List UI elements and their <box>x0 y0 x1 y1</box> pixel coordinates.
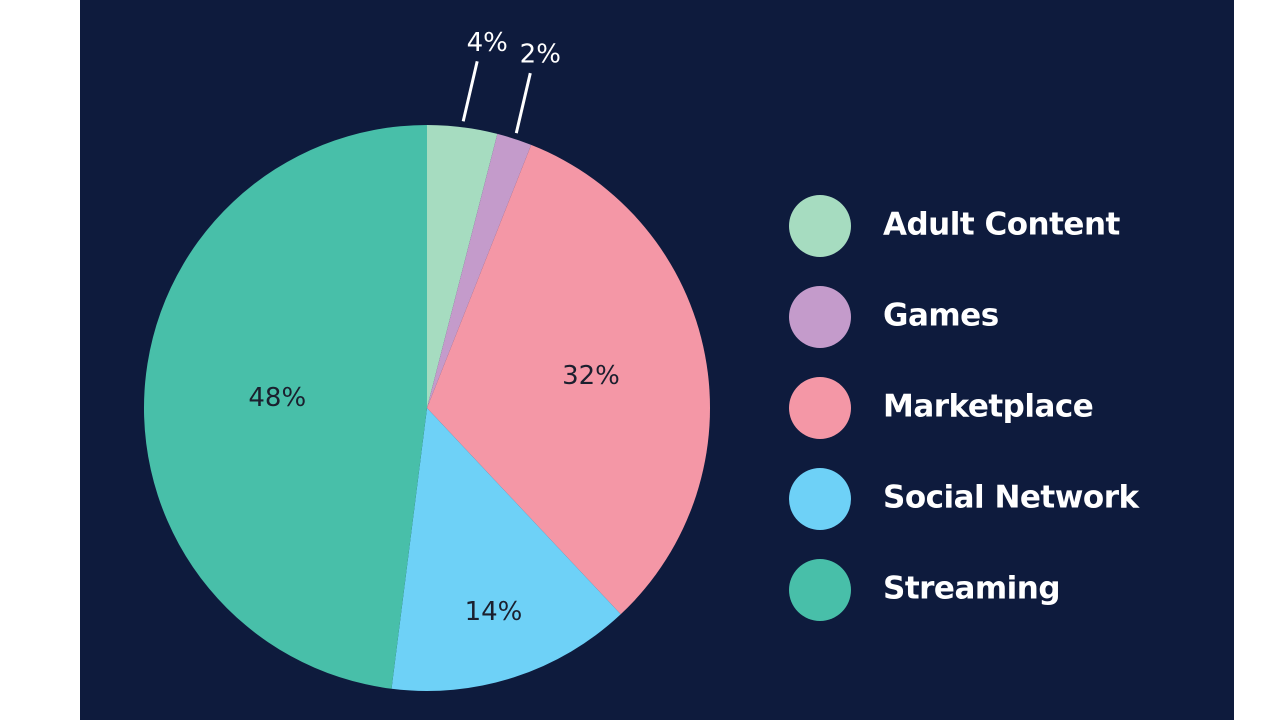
legend-swatch-adult-content <box>789 195 851 257</box>
slice-labels: 4% 2% 32% 14% 48% <box>248 28 619 627</box>
legend-swatch-social-network <box>789 468 851 530</box>
slice-label-social-network: 14% <box>465 597 523 627</box>
legend-label-adult-content: Adult Content <box>883 207 1121 243</box>
slice-label-adult-content: 4% <box>467 28 508 58</box>
legend-label-streaming: Streaming <box>883 571 1060 607</box>
pie-slices <box>143 125 711 692</box>
leader-lines <box>461 60 532 134</box>
legend-label-social-network: Social Network <box>883 480 1140 516</box>
legend-swatch-streaming <box>789 559 851 621</box>
legend-swatch-marketplace <box>789 377 851 439</box>
legend-swatch-games <box>789 286 851 348</box>
leader-line-adult-content <box>461 60 479 122</box>
slice-label-marketplace: 32% <box>562 361 620 391</box>
pie-slice-adult-content <box>427 125 498 408</box>
legend: Adult Content Games Marketplace Social Netw… <box>789 195 1141 621</box>
pie-slice-streaming <box>143 125 427 689</box>
pie-slice-games <box>427 133 532 408</box>
legend-label-marketplace: Marketplace <box>883 389 1093 425</box>
slice-label-games: 2% <box>520 40 561 70</box>
leader-line-games <box>514 72 532 134</box>
pie-slice-social-network <box>391 408 621 692</box>
slice-label-streaming: 48% <box>248 383 306 413</box>
pie-slice-marketplace <box>427 144 711 615</box>
legend-label-games: Games <box>883 298 999 334</box>
